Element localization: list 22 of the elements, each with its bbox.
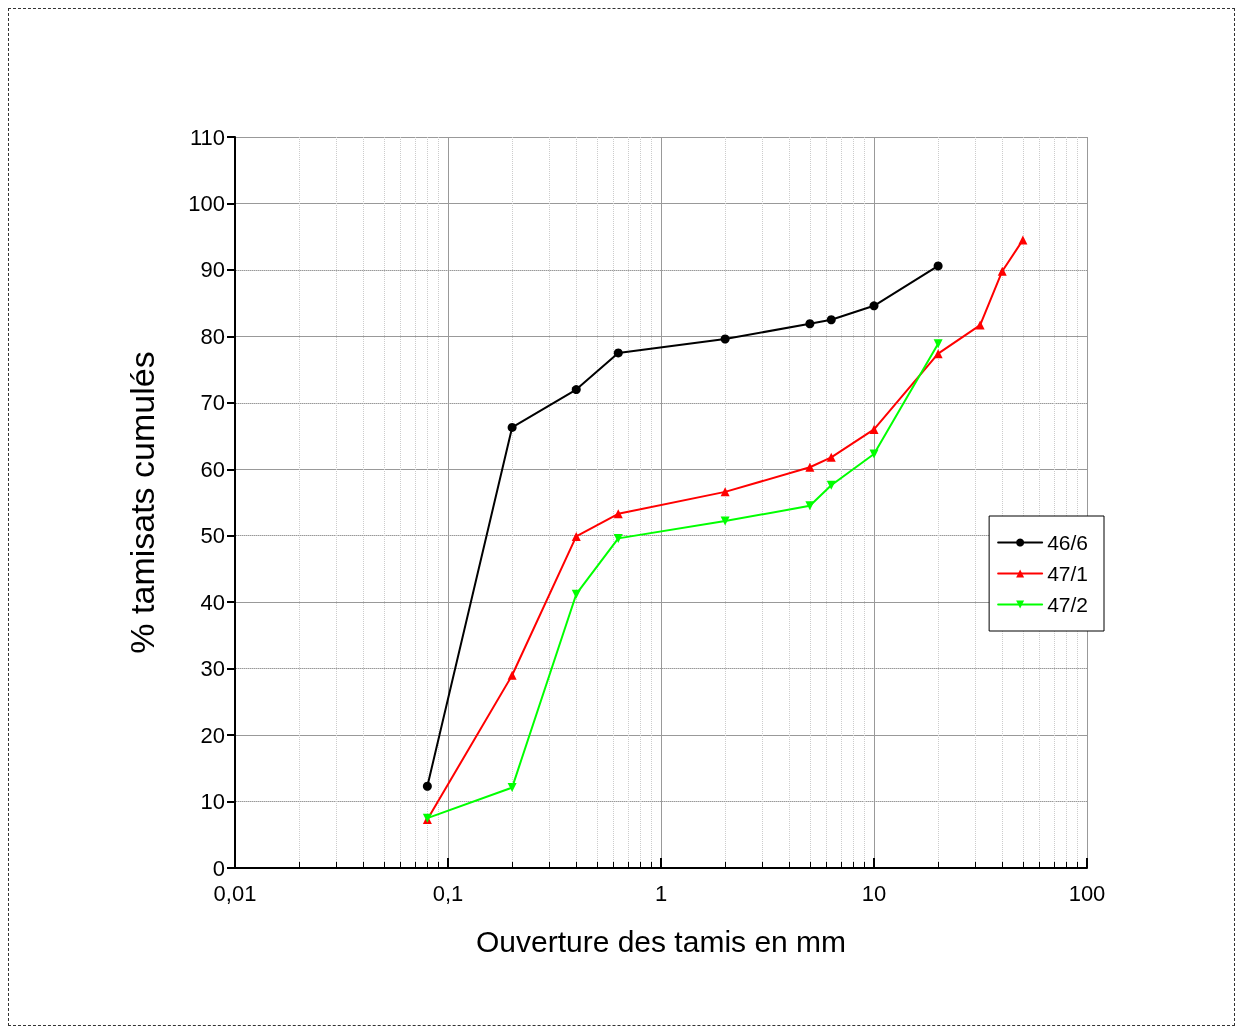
y-tick-label: 90 [200,257,225,283]
y-axis-title: % tamisats cumulés [123,351,161,654]
y-tick-label: 80 [200,323,225,349]
y-tick-label: 110 [189,124,225,150]
y-tick-label: 10 [200,789,225,815]
y-tick-label: 100 [188,190,225,216]
x-tick-label: 1 [654,880,668,906]
legend-label: 46/6 [1047,531,1088,554]
y-tick-label: 50 [200,523,225,549]
x-axis-title: Ouverture des tamis en mm [475,924,847,958]
legend-label: 47/1 [1047,562,1088,585]
y-tick-label: 0 [212,855,225,881]
x-tick-label: 100 [1068,880,1106,906]
y-tick-label: 30 [200,656,225,682]
x-tick-label: 0,1 [432,880,464,906]
y-tick-label: 70 [200,390,225,416]
y-tick-label: 60 [200,456,225,482]
y-tick-label: 20 [200,722,225,748]
legend-label: 47/2 [1047,593,1088,616]
y-tick-label: 40 [200,589,225,615]
x-tick-label: 10 [861,880,887,906]
x-tick-label: 0,01 [213,880,257,906]
